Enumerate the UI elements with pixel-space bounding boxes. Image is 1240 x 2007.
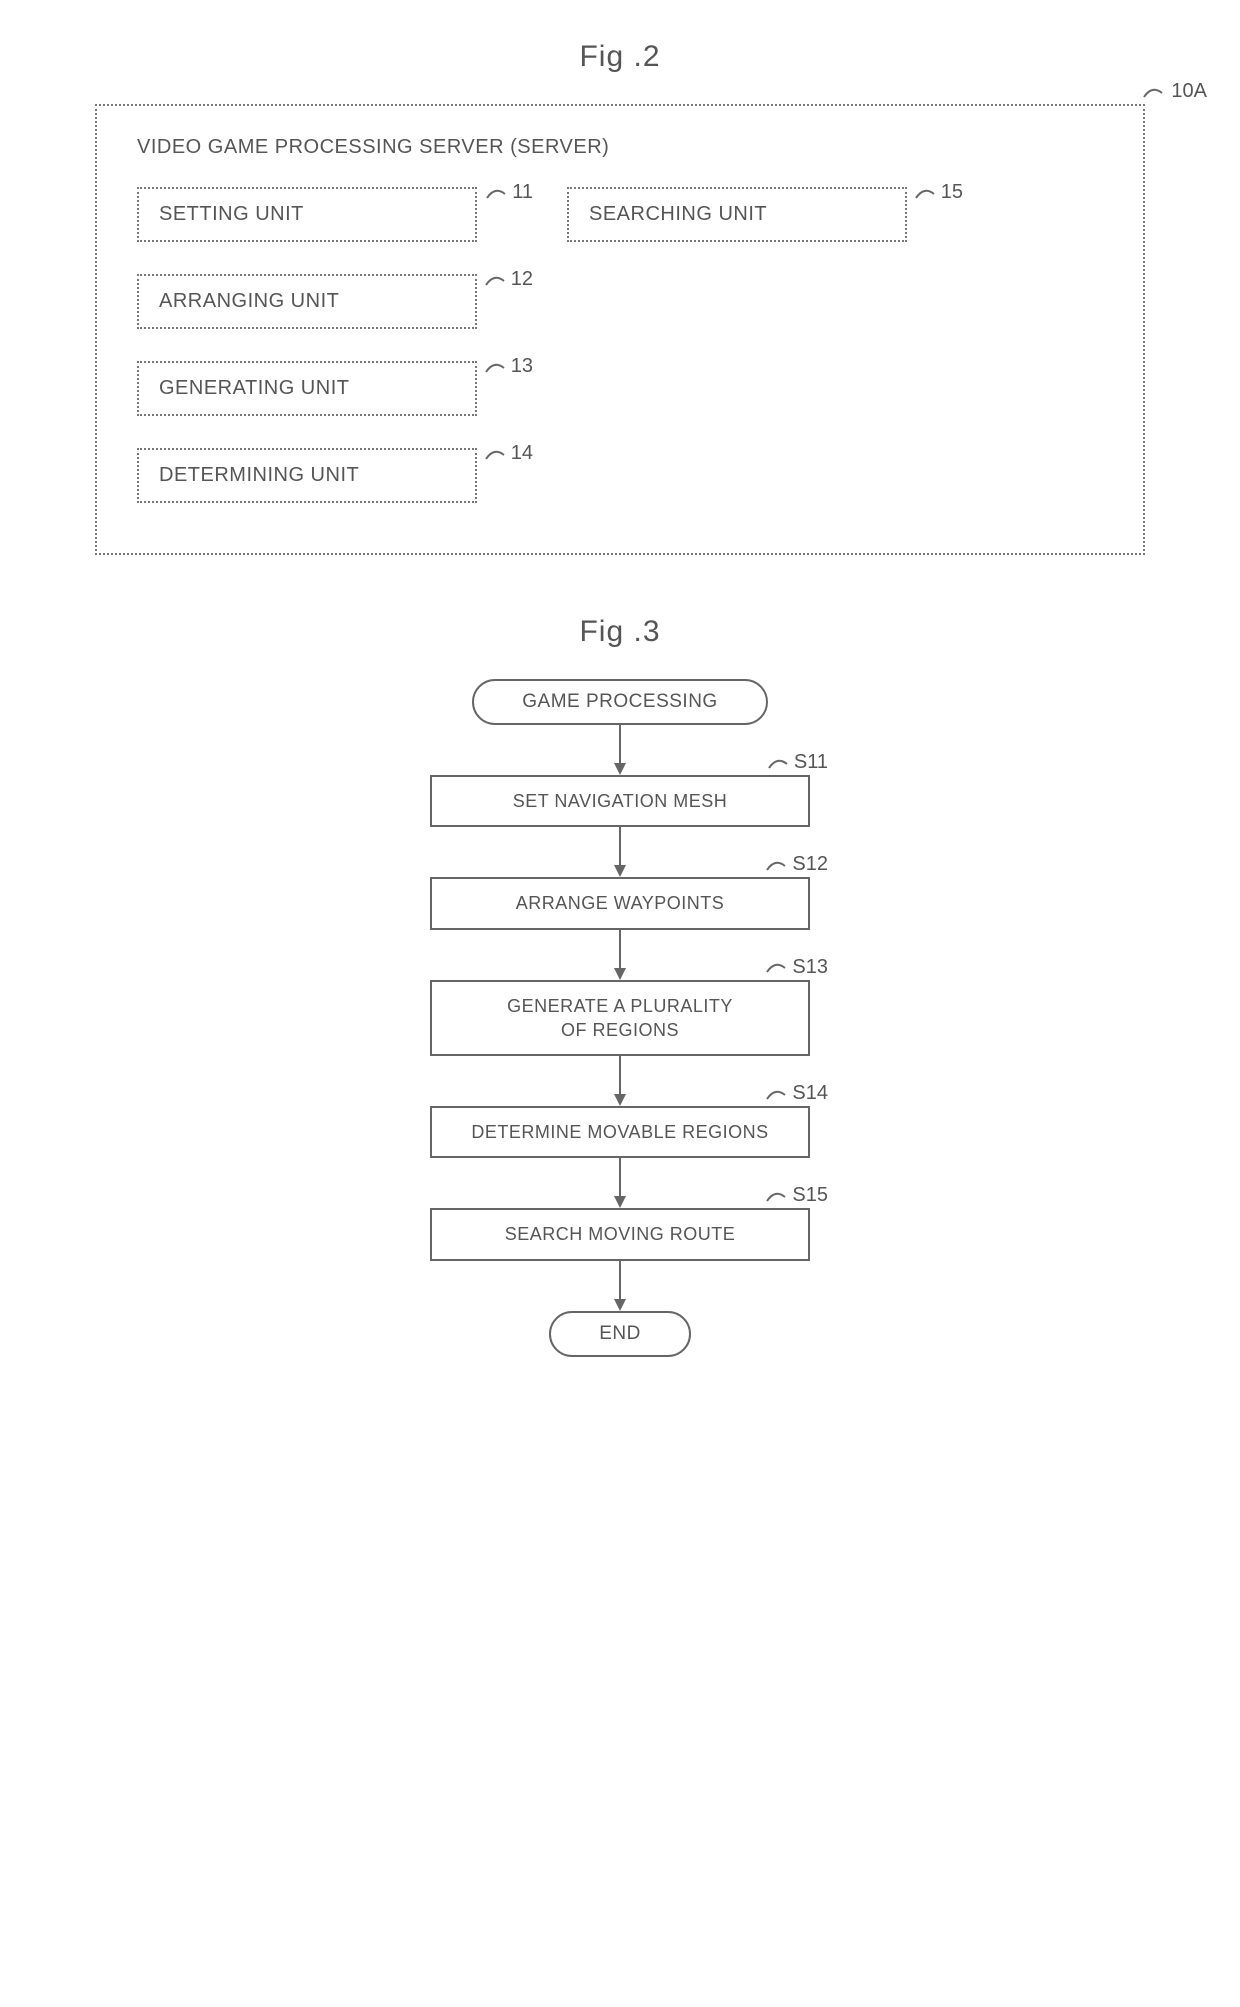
flow-start: GAME PROCESSING: [472, 679, 767, 725]
unit-ref-13: 13: [484, 355, 533, 378]
server-right-column: SEARCHING UNIT 15: [567, 187, 907, 503]
leader-curve-icon: [485, 184, 511, 202]
flow-process-s15: SEARCH MOVING ROUTE: [430, 1208, 810, 1260]
flow-process-s11: SET NAVIGATION MESH: [430, 775, 810, 827]
arrow-down-icon: [610, 725, 630, 775]
flow-step-s15: S15 SEARCH MOVING ROUTE: [430, 1208, 810, 1260]
unit-arranging: ARRANGING UNIT 12: [137, 274, 477, 329]
unit-ref-15-text: 15: [941, 181, 963, 204]
arrow-down-icon: [610, 1261, 630, 1311]
unit-generating: GENERATING UNIT 13: [137, 361, 477, 416]
flow-process-s14: DETERMINE MOVABLE REGIONS: [430, 1106, 810, 1158]
unit-setting: SETTING UNIT 11: [137, 187, 477, 242]
leader-curve-icon: [765, 1085, 791, 1103]
flow-ref-s11: S11: [767, 751, 828, 774]
leader-curve-icon: [767, 754, 793, 772]
server-container: 10A VIDEO GAME PROCESSING SERVER (SERVER…: [95, 104, 1145, 555]
flow-step-s13: S13 GENERATE A PLURALITYOF REGIONS: [430, 980, 810, 1057]
unit-ref-14: 14: [484, 442, 533, 465]
flow-step-s12: S12 ARRANGE WAYPOINTS: [430, 877, 810, 929]
flow-ref-s14-text: S14: [792, 1082, 828, 1105]
unit-box-setting: SETTING UNIT: [137, 187, 477, 242]
arrow-down-icon: [610, 1158, 630, 1208]
unit-box-arranging: ARRANGING UNIT: [137, 274, 477, 329]
flow-process-s13: GENERATE A PLURALITYOF REGIONS: [430, 980, 810, 1057]
flow-ref-s11-text: S11: [794, 751, 828, 774]
flow-process-s12: ARRANGE WAYPOINTS: [430, 877, 810, 929]
leader-curve-icon: [1142, 83, 1170, 101]
server-left-column: SETTING UNIT 11 ARRANGING UNIT: [137, 187, 477, 503]
unit-determining: DETERMINING UNIT 14: [137, 448, 477, 503]
server-ref-text: 10A: [1171, 80, 1207, 103]
unit-ref-11-text: 11: [512, 181, 533, 204]
leader-curve-icon: [765, 856, 791, 874]
leader-curve-icon: [914, 184, 940, 202]
unit-box-generating: GENERATING UNIT: [137, 361, 477, 416]
unit-ref-11: 11: [485, 181, 533, 204]
leader-curve-icon: [765, 1187, 791, 1205]
unit-searching: SEARCHING UNIT 15: [567, 187, 907, 242]
leader-curve-icon: [765, 958, 791, 976]
leader-curve-icon: [484, 358, 510, 376]
flow-ref-s15-text: S15: [792, 1184, 828, 1207]
figure-3-label: Fig .3: [80, 615, 1160, 649]
flow-ref-s13-text: S13: [792, 956, 828, 979]
flow-ref-s14: S14: [765, 1082, 828, 1105]
unit-box-searching: SEARCHING UNIT: [567, 187, 907, 242]
flow-ref-s13: S13: [765, 956, 828, 979]
leader-curve-icon: [484, 271, 510, 289]
arrow-down-icon: [610, 827, 630, 877]
flowchart: GAME PROCESSING S11 SET NAVIGATION MESH: [80, 679, 1160, 1357]
arrow-down-icon: [610, 1056, 630, 1106]
server-grid: SETTING UNIT 11 ARRANGING UNIT: [137, 187, 1103, 503]
flow-ref-s12: S12: [765, 853, 828, 876]
unit-ref-15: 15: [914, 181, 963, 204]
unit-ref-12-text: 12: [511, 268, 533, 291]
figure-2-label: Fig .2: [80, 40, 1160, 74]
unit-ref-14-text: 14: [511, 442, 533, 465]
flow-step-s14: S14 DETERMINE MOVABLE REGIONS: [430, 1106, 810, 1158]
leader-curve-icon: [484, 445, 510, 463]
unit-ref-13-text: 13: [511, 355, 533, 378]
server-ref-label: 10A: [1142, 80, 1207, 103]
server-title: VIDEO GAME PROCESSING SERVER (SERVER): [137, 136, 1103, 159]
flow-step-s11: S11 SET NAVIGATION MESH: [430, 775, 810, 827]
server-box: VIDEO GAME PROCESSING SERVER (SERVER) SE…: [95, 104, 1145, 555]
flow-ref-s15: S15: [765, 1184, 828, 1207]
arrow-down-icon: [610, 930, 630, 980]
page: Fig .2 10A VIDEO GAME PROCESSING SERVER …: [0, 0, 1240, 1417]
unit-ref-12: 12: [484, 268, 533, 291]
flow-ref-s12-text: S12: [792, 853, 828, 876]
flow-end: END: [549, 1311, 691, 1357]
unit-box-determining: DETERMINING UNIT: [137, 448, 477, 503]
